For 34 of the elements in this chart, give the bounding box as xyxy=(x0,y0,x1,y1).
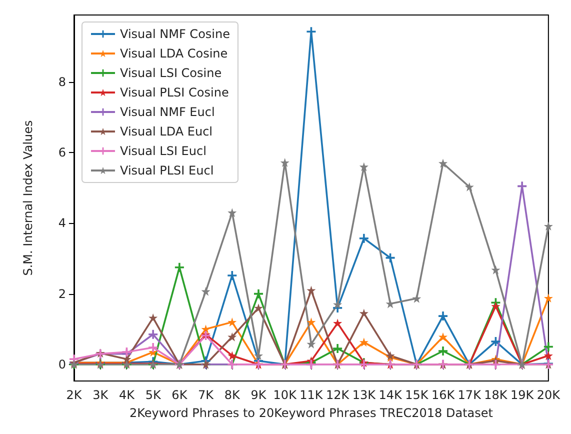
x-tick-label: 14K xyxy=(378,388,403,402)
legend-label: Visual PLSI Cosine xyxy=(120,86,229,100)
x-tick-label: 16K xyxy=(431,388,456,402)
x-tick-label: 18K xyxy=(484,388,508,402)
legend-label: Visual NMF Eucl xyxy=(120,105,215,119)
x-axis-title: 2Keyword Phrases to 20Keyword Phrases TREC2018 Dataset xyxy=(129,406,494,420)
x-tick-label: 3K xyxy=(92,388,110,402)
y-tick-label: 8 xyxy=(58,75,66,90)
legend-label: Visual LSI Cosine xyxy=(120,66,222,80)
legend-label: Visual PLSI Eucl xyxy=(120,164,214,178)
x-tick-label: 5K xyxy=(145,388,162,402)
x-tick-label: 6K xyxy=(172,388,188,402)
y-tick-label: 6 xyxy=(58,146,66,160)
x-tick-label: 13K xyxy=(352,388,377,402)
x-tick-label: 12K xyxy=(326,388,350,402)
x-tick-label: 17K xyxy=(458,388,482,402)
x-tick-label: 8K xyxy=(224,388,242,402)
legend-label: Visual LSI Eucl xyxy=(120,144,206,158)
x-tick-label: 9K xyxy=(250,388,268,402)
x-tick-label: 10K xyxy=(273,388,298,402)
legend-label: Visual NMF Cosine xyxy=(120,27,230,41)
y-axis-title: S.M. Internal Index Values xyxy=(21,120,35,276)
legend-label: Visual LDA Cosine xyxy=(120,46,228,60)
x-tick-label: 19K xyxy=(510,388,535,402)
x-tick-label: 20K xyxy=(536,388,562,402)
x-tick-label: 11K xyxy=(300,388,324,402)
y-tick-label: 4 xyxy=(58,216,66,230)
x-tick-label: 7K xyxy=(198,388,215,402)
x-tick-label: 4K xyxy=(118,388,136,402)
legend-label: Visual LDA Eucl xyxy=(120,124,212,138)
y-tick-label: 0 xyxy=(58,357,66,372)
y-tick-label: 2 xyxy=(58,286,66,301)
x-tick-label: 2K xyxy=(66,388,83,402)
x-tick-label: 15K xyxy=(405,388,430,402)
